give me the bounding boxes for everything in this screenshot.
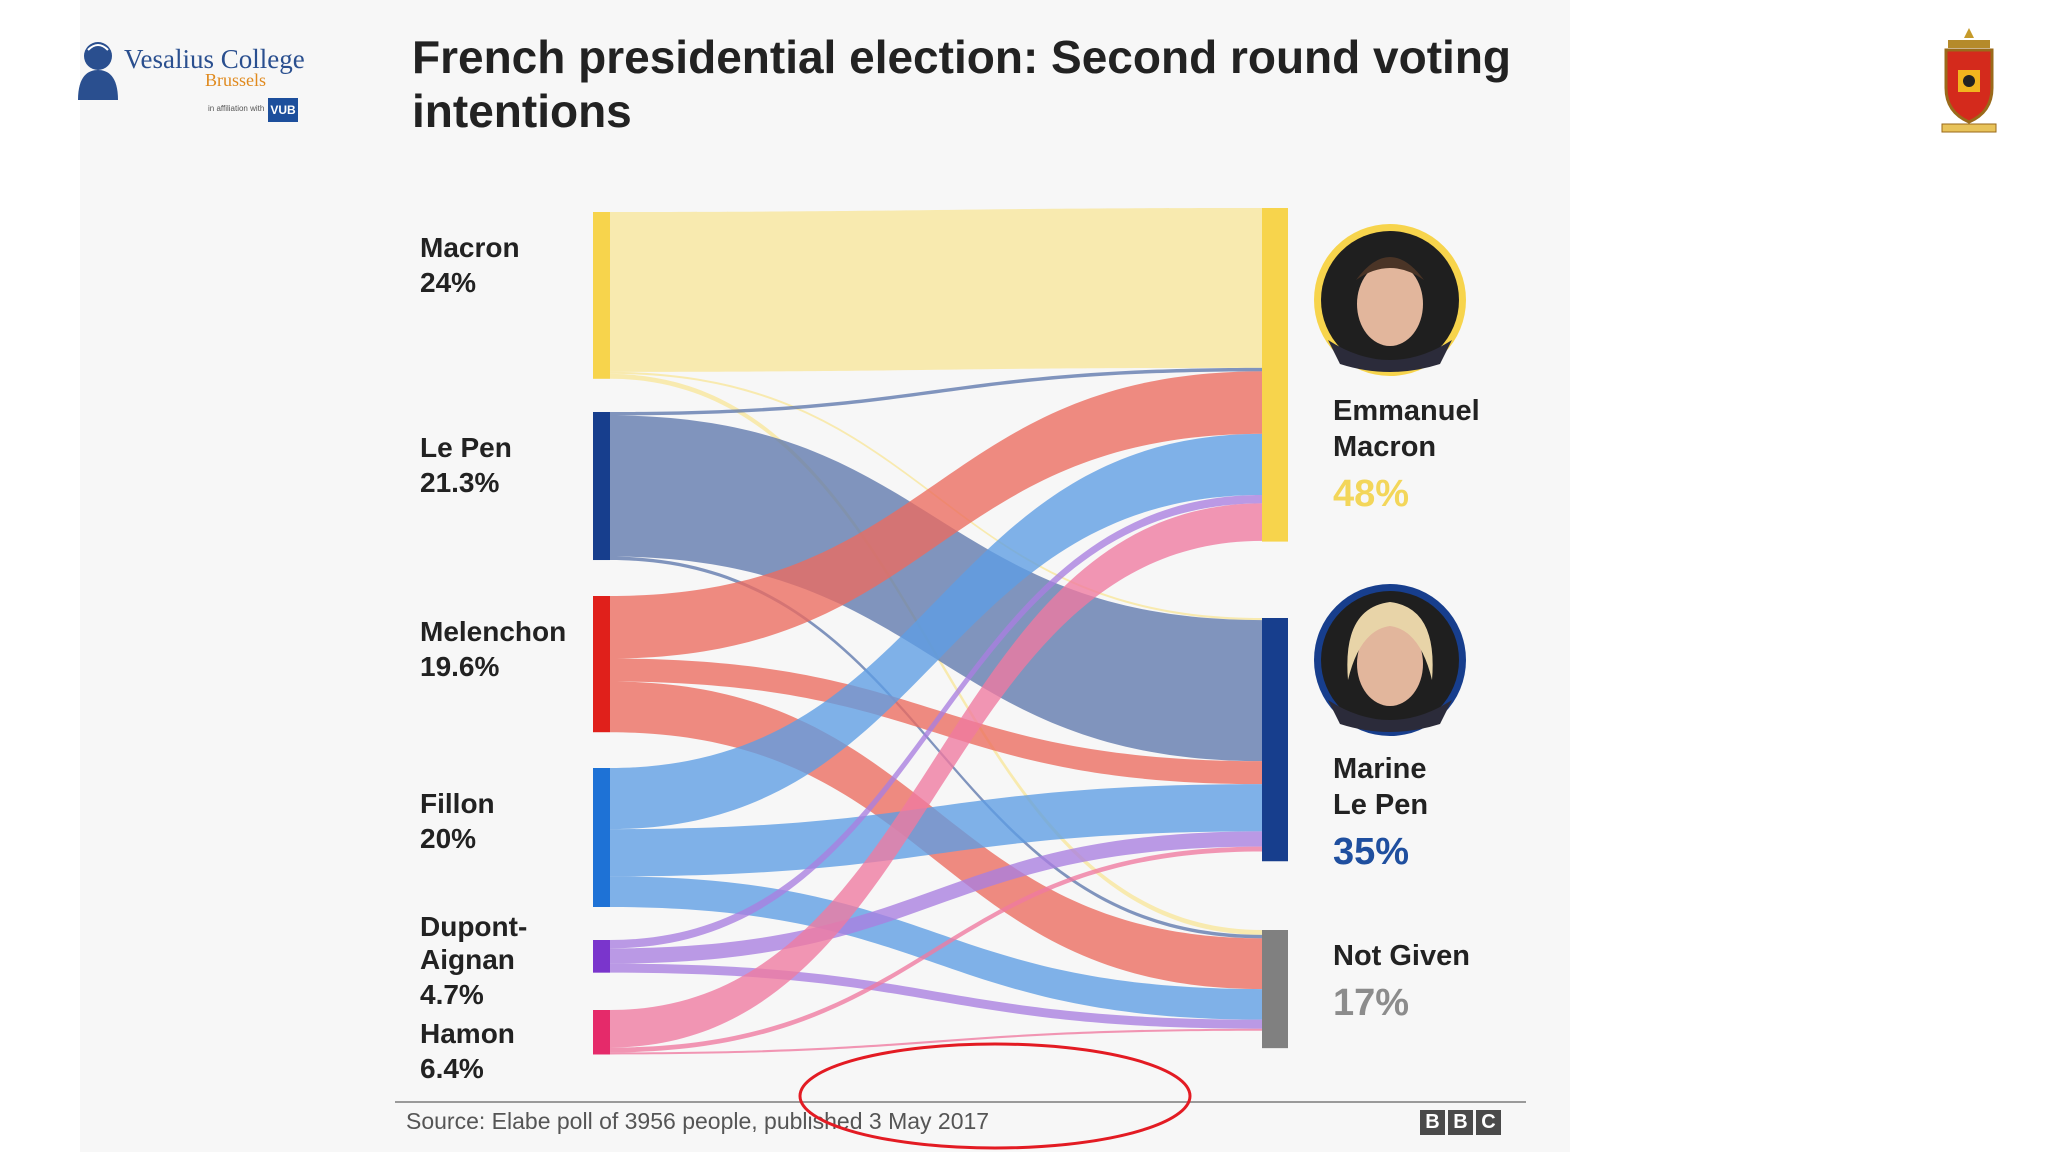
college-crest-icon: [1941, 28, 1997, 133]
flow-lepen-to-tnone: [610, 556, 1262, 939]
source-bar-dupont: [593, 940, 610, 973]
source-label-hamon: Hamon: [420, 1018, 515, 1049]
logo-wordmark: Vesalius College: [124, 44, 305, 74]
source-bar-macron: [593, 212, 610, 379]
flow-hamon-to-tmacron: [610, 503, 1262, 1048]
source-label-fillon: Fillon: [420, 788, 495, 819]
flow-dupont-to-tmacron: [610, 495, 1262, 949]
source-note: Source: Elabe poll of 3956 people, publi…: [406, 1108, 990, 1134]
portrait-face-tmacron-icon: [1357, 262, 1423, 346]
source-pct-lepen: 21.3%: [420, 467, 499, 498]
target-label-tlepen: Marine: [1333, 753, 1426, 785]
source-label-dupont: Aignan: [420, 944, 515, 975]
flow-fillon-to-tmacron: [610, 433, 1262, 830]
target-pct-tnone: 17%: [1333, 982, 1409, 1024]
portrait-hair-tmacron-icon: [1356, 257, 1424, 280]
source-bar-fillon: [593, 768, 610, 907]
target-label-tmacron: Macron: [1333, 431, 1436, 463]
target-pct-tmacron: 48%: [1333, 473, 1409, 515]
source-pct-fillon: 20%: [420, 823, 476, 854]
flow-group: [610, 208, 1262, 1055]
flow-hamon-to-tlepen: [610, 846, 1262, 1053]
bbc-letter: B: [1448, 1110, 1473, 1135]
logo-affiliation: in affiliation with: [208, 104, 265, 113]
flow-lepen-to-tlepen: [610, 415, 1262, 762]
flow-macron-to-tmacron: [610, 208, 1262, 372]
bbc-letter: B: [1420, 1110, 1445, 1135]
source-pct-dupont: 4.7%: [420, 979, 484, 1010]
source-bar-melenchon: [593, 596, 610, 733]
flow-melenchon-to-tmacron: [610, 371, 1262, 659]
source-bar-hamon: [593, 1010, 610, 1055]
flow-dupont-to-tnone: [610, 963, 1262, 1029]
target-bar-tlepen: [1262, 618, 1288, 862]
bbc-letter: C: [1476, 1110, 1501, 1135]
source-pct-macron: 24%: [420, 267, 476, 298]
target-label-tlepen: Le Pen: [1333, 789, 1428, 821]
vesalius-bust-logo-icon: [78, 42, 118, 100]
portrait-suit-tmacron-icon: [1328, 340, 1452, 372]
target-label-tnone: Not Given: [1333, 940, 1470, 972]
target-bar-tmacron: [1262, 208, 1288, 542]
flow-hamon-to-tnone: [610, 1028, 1262, 1055]
source-label-dupont: Dupont-: [420, 911, 527, 942]
target-bar-tnone: [1262, 930, 1288, 1049]
logo-city: Brussels: [205, 70, 267, 90]
portrait-suit-tlepen-icon: [1328, 700, 1452, 732]
source-pct-hamon: 6.4%: [420, 1053, 484, 1084]
source-label-melenchon: Melenchon: [420, 616, 566, 647]
flow-fillon-to-tlepen: [610, 784, 1262, 877]
source-pct-melenchon: 19.6%: [420, 651, 499, 682]
bbc-logo: B B C: [1420, 1110, 1501, 1135]
source-label-lepen: Le Pen: [420, 432, 512, 463]
flow-lepen-to-tmacron: [610, 367, 1262, 416]
chart-title: French presidential election: Second rou…: [412, 31, 1512, 137]
flow-dupont-to-tlepen: [610, 831, 1262, 964]
source-label-macron: Macron: [420, 232, 520, 263]
target-pct-tlepen: 35%: [1333, 831, 1409, 873]
portrait-hair-tlepen-icon: [1347, 602, 1433, 680]
vub-logo: VUB: [268, 98, 298, 122]
source-bar-lepen: [593, 412, 610, 561]
target-label-tmacron: Emmanuel: [1333, 395, 1480, 427]
portrait-face-tlepen-icon: [1357, 622, 1423, 706]
